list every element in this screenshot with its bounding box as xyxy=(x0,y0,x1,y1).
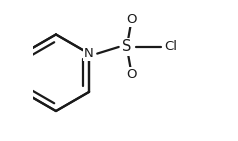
Text: O: O xyxy=(126,13,137,26)
Text: N: N xyxy=(84,47,94,60)
Text: Cl: Cl xyxy=(164,40,177,53)
Text: S: S xyxy=(122,39,131,54)
Text: O: O xyxy=(126,68,137,81)
